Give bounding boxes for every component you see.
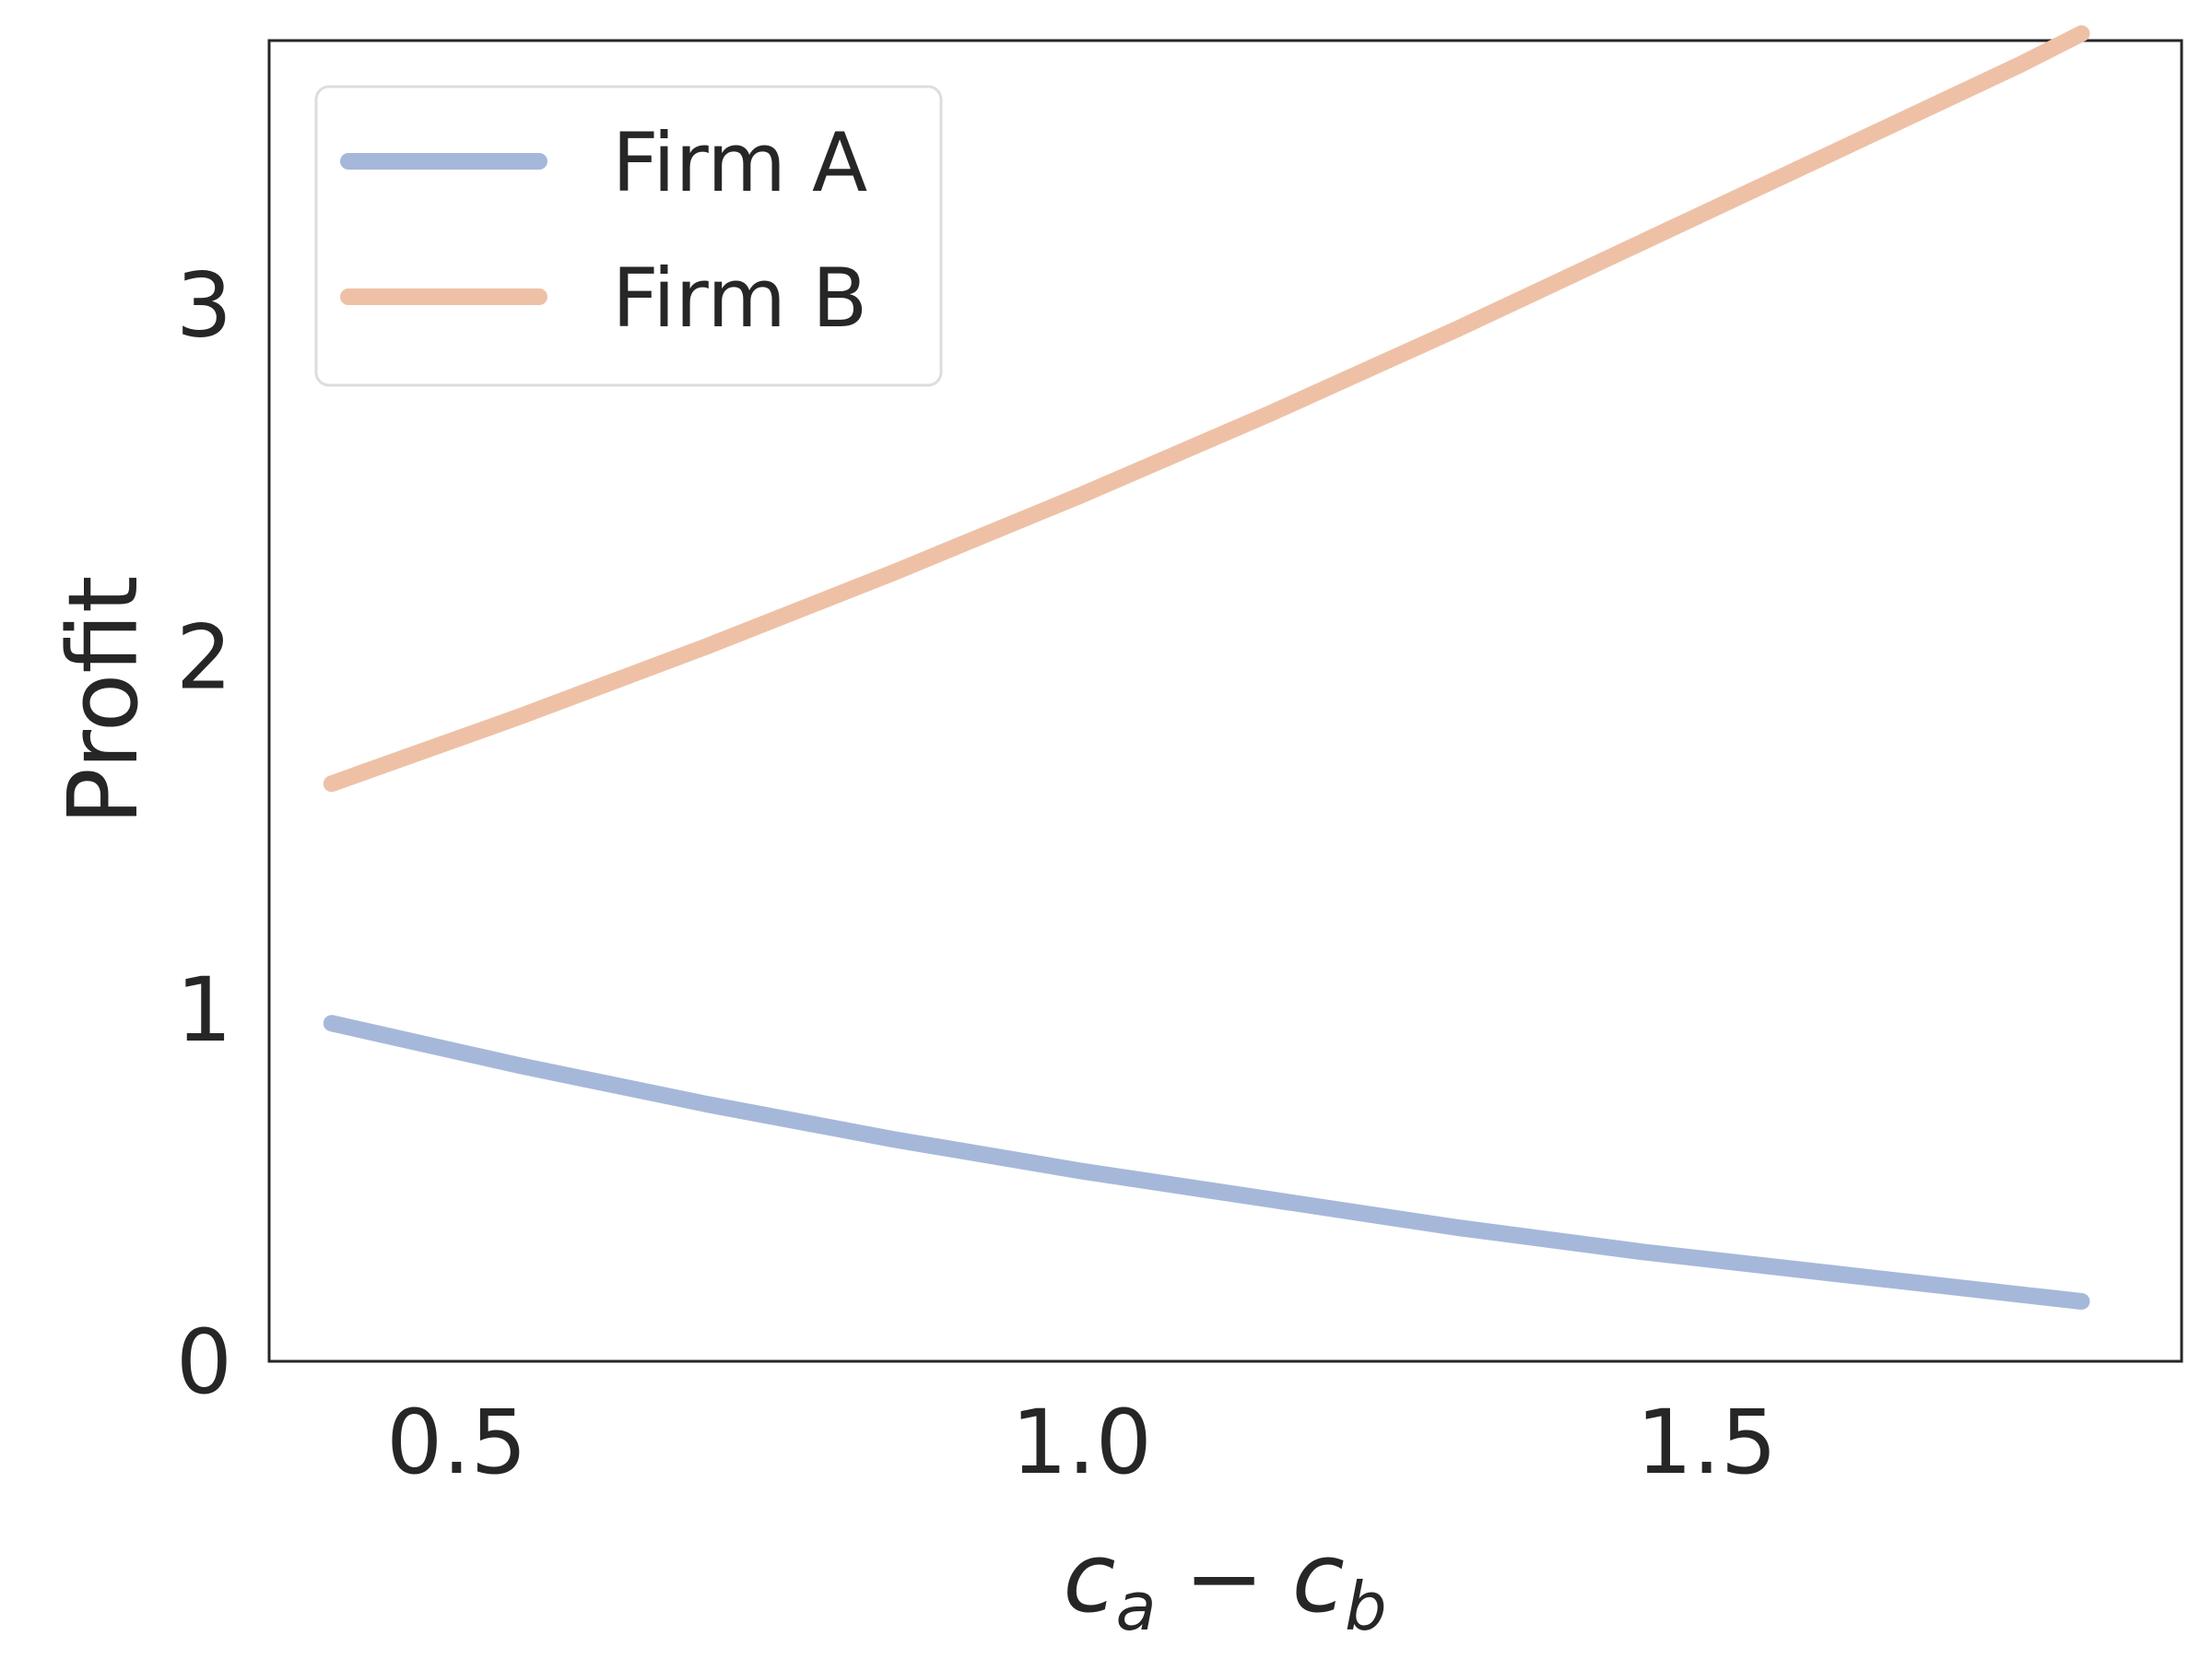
- legend-label-firm-a: Firm A: [612, 115, 867, 210]
- legend-label-firm-b: Firm B: [612, 251, 867, 346]
- x-axis-ticks: 0.5 1.0 1.5: [386, 1391, 1777, 1494]
- series-lines: [323, 25, 2090, 1310]
- y-tick-label: 2: [176, 606, 232, 710]
- y-axis-ticks: 0 1 2 3: [176, 254, 232, 1414]
- x-tick-label: 1.0: [1011, 1391, 1152, 1494]
- legend: Firm A Firm B: [314, 85, 943, 387]
- y-axis-label: Profit: [47, 575, 159, 825]
- series-line-firm-b: [323, 25, 2090, 793]
- series-line-firm-a: [323, 1015, 2090, 1310]
- y-tick-label: 3: [176, 254, 232, 358]
- y-tick-label: 1: [176, 959, 232, 1062]
- y-tick-label: 0: [176, 1311, 232, 1414]
- x-axis-label: ca − cb: [1063, 1522, 1386, 1645]
- x-tick-label: 1.5: [1636, 1391, 1777, 1494]
- x-tick-label: 0.5: [386, 1391, 527, 1494]
